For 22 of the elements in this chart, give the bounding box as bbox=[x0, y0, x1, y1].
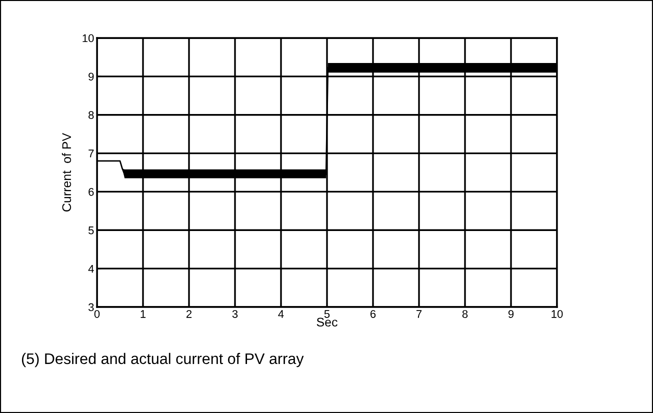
x-tick-label: 6 bbox=[370, 310, 376, 318]
y-tick-label: 10 bbox=[82, 34, 94, 42]
x-tick-label: 3 bbox=[232, 310, 238, 318]
x-axis-title: Sec bbox=[316, 318, 338, 327]
x-tick-label: 5 bbox=[324, 310, 330, 318]
y-tick-label: 3 bbox=[88, 303, 94, 312]
y-tick-label: 7 bbox=[88, 150, 94, 158]
x-tick-label: 4 bbox=[278, 310, 284, 318]
x-tick-label: 0 bbox=[94, 310, 100, 318]
y-tick-label: 4 bbox=[88, 264, 94, 273]
x-tick-label: 10 bbox=[552, 310, 563, 318]
y-tick-label: 6 bbox=[88, 188, 94, 196]
y-tick-label: 8 bbox=[88, 111, 94, 119]
y-axis-title: Current of PV bbox=[62, 132, 72, 212]
x-tick-label: 7 bbox=[416, 310, 422, 318]
x-tick-label: 1 bbox=[140, 310, 146, 318]
x-tick-label: 8 bbox=[462, 310, 468, 318]
y-tick-label: 9 bbox=[88, 72, 94, 81]
y-tick-label: 5 bbox=[88, 226, 94, 234]
x-tick-label: 9 bbox=[508, 310, 514, 318]
text: (5) Desired and actual current of PV array bbox=[22, 352, 304, 368]
x-tick-label: 2 bbox=[186, 310, 192, 318]
